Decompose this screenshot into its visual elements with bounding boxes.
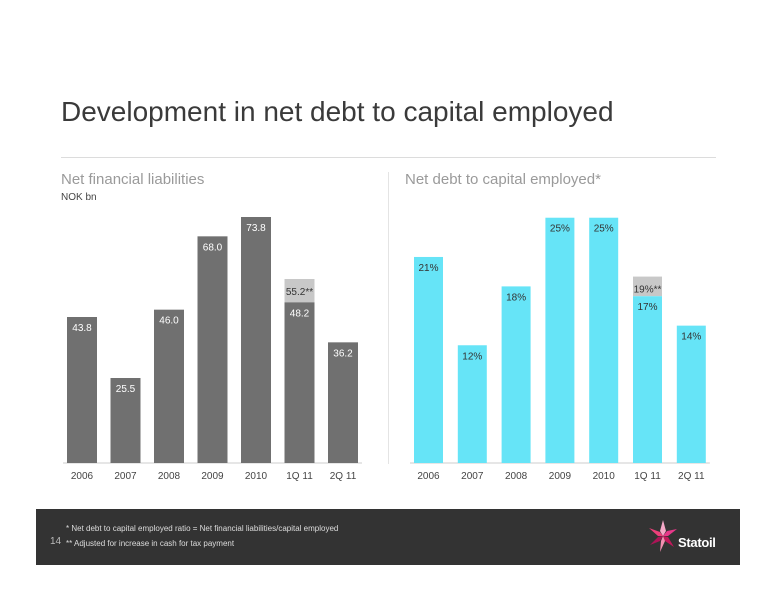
right-adjusted-label: 19%** xyxy=(634,285,662,296)
right-bar xyxy=(414,256,443,463)
right-tick-label: 2Q 11 xyxy=(678,471,705,482)
left-bar xyxy=(110,378,141,463)
left-data-label: 48.2 xyxy=(290,308,310,319)
footnote-2: ** Adjusted for increase in cash for tax… xyxy=(66,539,235,548)
left-tick-label: 2Q 11 xyxy=(330,471,357,482)
right-tick-label: 1Q 11 xyxy=(634,471,661,482)
left-tick-label: 1Q 11 xyxy=(286,471,313,482)
page-number: 14 xyxy=(50,536,62,547)
footnote-1: * Net debt to capital employed ratio = N… xyxy=(66,524,339,533)
left-tick-label: 2010 xyxy=(245,471,268,482)
left-data-label: 43.8 xyxy=(72,323,92,334)
right-bar xyxy=(501,286,531,463)
right-bar-adjusted xyxy=(633,276,662,297)
right-data-label: 17% xyxy=(637,302,657,313)
right-data-label: 12% xyxy=(462,351,482,362)
right-data-label: 25% xyxy=(594,224,614,235)
left-data-label: 25.5 xyxy=(116,384,136,395)
right-tick-label: 2009 xyxy=(549,471,572,482)
right-tick-label: 2007 xyxy=(461,471,484,482)
left-bar xyxy=(67,317,97,463)
left-chart-title: Net financial liabilities xyxy=(61,171,205,188)
title-divider xyxy=(61,157,716,158)
left-data-label: 46.0 xyxy=(159,316,179,327)
left-bar xyxy=(154,309,184,463)
statoil-logo: Statoil xyxy=(648,519,728,557)
right-tick-label: 2008 xyxy=(505,471,528,482)
right-chart-title: Net debt to capital employed* xyxy=(405,171,601,188)
page-title: Development in net debt to capital emplo… xyxy=(61,96,614,127)
right-bar xyxy=(457,345,487,463)
left-adjusted-label: 55.2** xyxy=(286,287,313,298)
left-tick-label: 2006 xyxy=(71,471,94,482)
right-tick-label: 2006 xyxy=(417,471,440,482)
left-data-label: 73.8 xyxy=(246,223,266,234)
left-bar xyxy=(284,302,315,463)
left-bar xyxy=(328,342,358,463)
right-tick-label: 2010 xyxy=(593,471,616,482)
logo-text: Statoil xyxy=(678,535,716,550)
footer-bar: 14 * Net debt to capital employed ratio … xyxy=(36,509,740,565)
right-bar xyxy=(545,217,575,463)
left-bar-adjusted xyxy=(284,279,315,303)
right-bar xyxy=(633,296,662,463)
left-chart-unit: NOK bn xyxy=(61,192,97,203)
right-data-label: 25% xyxy=(550,224,570,235)
left-tick-label: 2008 xyxy=(158,471,181,482)
right-data-label: 21% xyxy=(418,263,438,274)
left-tick-label: 2009 xyxy=(201,471,224,482)
right-data-label: 14% xyxy=(681,332,701,343)
left-data-label: 68.0 xyxy=(203,242,223,253)
right-data-label: 18% xyxy=(506,292,526,303)
chart-divider xyxy=(388,172,389,464)
left-bar xyxy=(241,217,271,463)
left-bar xyxy=(197,236,228,463)
right-bar xyxy=(676,325,706,463)
right-bar xyxy=(589,217,619,463)
left-tick-label: 2007 xyxy=(114,471,137,482)
statoil-star-icon xyxy=(649,520,677,552)
left-data-label: 36.2 xyxy=(333,348,353,359)
